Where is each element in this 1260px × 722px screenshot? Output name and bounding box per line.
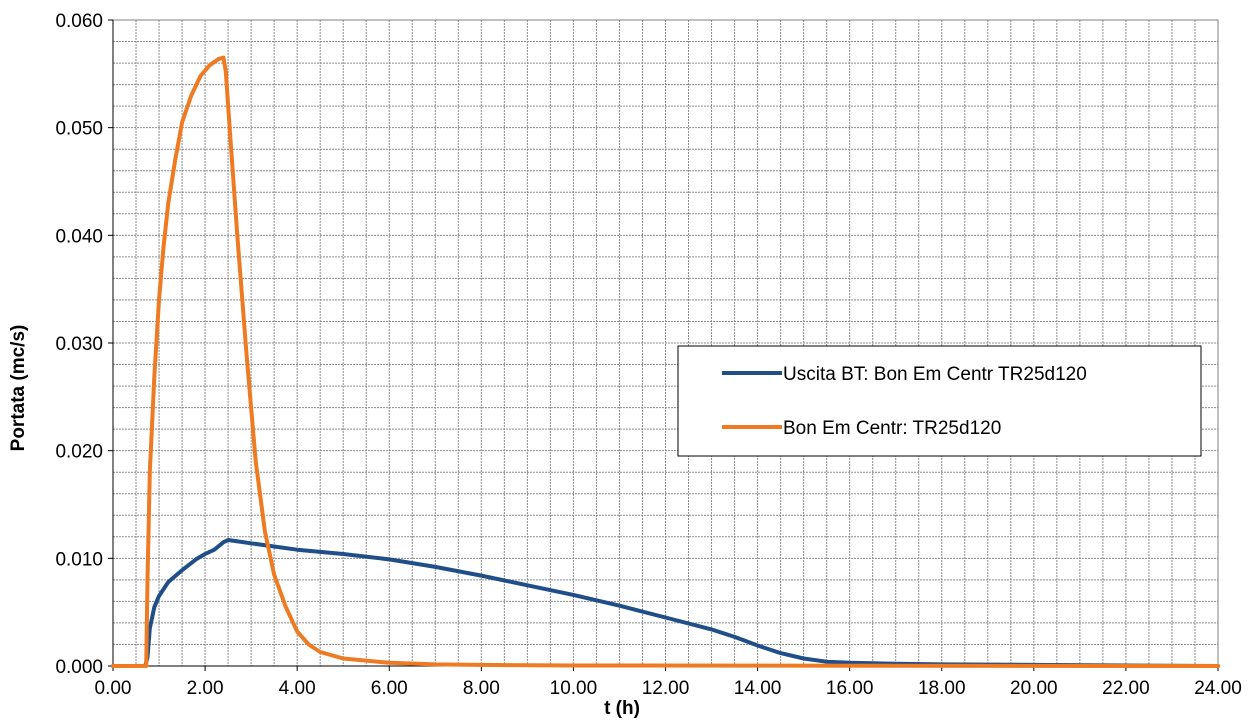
series-line-0 [111, 538, 1220, 668]
y-tick-label: 0.060 [55, 11, 103, 32]
legend: Uscita BT: Bon Em Centr TR25d120 Bon Em … [677, 345, 1202, 457]
grid [113, 20, 1218, 666]
legend-label-uscita-bt: Uscita BT: Bon Em Centr TR25d120 [783, 364, 1087, 385]
y-tick-label: 0.030 [55, 334, 103, 355]
x-tick-label: 8.00 [463, 678, 500, 699]
x-axis: 0.00 2.00 4.00 6.00 8.00 10.00 12.00 14.00 16.00… [95, 665, 1242, 699]
series-line-1 [111, 55, 1220, 668]
y-axis-title: Portata (mc/s) [8, 325, 29, 452]
x-tick-label: 6.00 [371, 678, 408, 699]
legend-box [677, 345, 1202, 457]
y-axis: 0.000 0.010 0.020 0.030 0.040 0.050 0.060 [55, 11, 114, 678]
x-tick-label: 16.00 [826, 678, 874, 699]
x-tick-label: 2.00 [187, 678, 224, 699]
y-tick-label: 0.000 [55, 657, 103, 678]
x-tick-label: 0.00 [95, 678, 132, 699]
legend-label-bon-em-centr: Bon Em Centr: TR25d120 [783, 418, 1001, 439]
x-tick-label: 24.00 [1194, 678, 1242, 699]
x-tick-label: 10.00 [550, 678, 598, 699]
x-axis-title: t (h) [604, 698, 640, 719]
x-tick-label: 12.00 [642, 678, 690, 699]
y-tick-label: 0.020 [55, 442, 103, 463]
x-tick-label: 20.00 [1010, 678, 1058, 699]
x-tick-label: 4.00 [279, 678, 316, 699]
y-tick-label: 0.040 [55, 226, 103, 247]
y-tick-label: 0.050 [55, 119, 103, 140]
y-tick-label: 0.010 [55, 549, 103, 570]
x-tick-label: 18.00 [918, 678, 966, 699]
x-tick-label: 14.00 [734, 678, 782, 699]
x-tick-label: 22.00 [1102, 678, 1150, 699]
series-layer [111, 55, 1220, 668]
